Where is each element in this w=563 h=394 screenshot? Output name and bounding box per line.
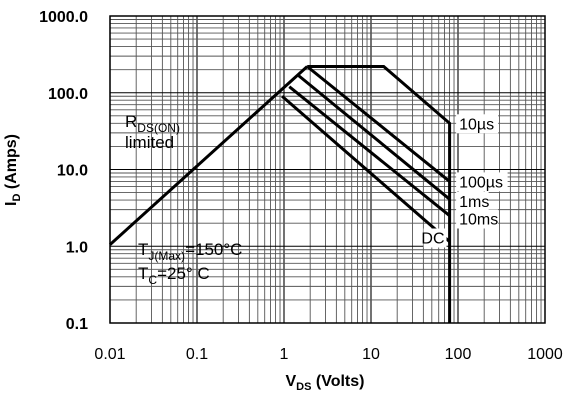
rds-limited-text: limited bbox=[125, 133, 174, 152]
series-line bbox=[288, 85, 451, 217]
curve-label-background bbox=[456, 114, 499, 134]
curve-label-background bbox=[423, 228, 447, 248]
x-tick-label: 1 bbox=[280, 346, 289, 363]
y-axis-title: ID (Amps) bbox=[3, 134, 23, 206]
rds-sub: DS(ON) bbox=[137, 121, 180, 135]
x-tick-label: 10 bbox=[362, 346, 380, 363]
tc-sub: C bbox=[148, 273, 157, 287]
y-tick-label: 100.0 bbox=[48, 86, 88, 103]
y-axis-title-rest: (Amps) bbox=[3, 134, 20, 194]
series-line bbox=[108, 65, 309, 246]
y-tick-label: 1000.0 bbox=[39, 9, 88, 26]
tj-annotation: TJ(Max)=150°C bbox=[138, 240, 242, 263]
curve-label: 10µs bbox=[459, 116, 494, 133]
curve-label: 100µs bbox=[459, 174, 503, 191]
series-lines bbox=[108, 65, 452, 323]
x-tick-label: 0.01 bbox=[94, 346, 125, 363]
plot-frame bbox=[109, 15, 546, 324]
curve-label-background bbox=[456, 172, 508, 192]
series-line bbox=[306, 65, 451, 183]
y-axis-title-sub: D bbox=[11, 194, 23, 202]
x-tick-label: 1000 bbox=[527, 346, 563, 363]
series-line bbox=[297, 73, 451, 201]
x-axis-title-sub: DS bbox=[296, 381, 311, 393]
tc-annotation: TC=25° C bbox=[138, 264, 210, 287]
series-line bbox=[281, 95, 451, 243]
y-tick-label: 10.0 bbox=[57, 163, 88, 180]
curve-label: DC bbox=[421, 231, 444, 248]
y-axis-title-main: I bbox=[3, 202, 20, 206]
curve-label-background bbox=[456, 209, 499, 229]
curve-label: 1ms bbox=[459, 194, 489, 211]
rds-main: R bbox=[125, 112, 137, 131]
x-axis-title-main: V bbox=[286, 373, 297, 390]
rds-on-annotation: RDS(ON) bbox=[125, 112, 180, 135]
tj-rest: =150°C bbox=[185, 240, 242, 259]
curve-label: 10ms bbox=[459, 211, 498, 228]
y-tick-label: 0.1 bbox=[66, 316, 88, 333]
x-axis-title: VDS (Volts) bbox=[286, 373, 365, 393]
series-line bbox=[307, 65, 452, 323]
x-tick-labels: 0.01 0.1 1 10 100 1000 bbox=[94, 346, 562, 363]
x-tick-label: 0.1 bbox=[186, 346, 208, 363]
y-tick-labels: 0.1 1.0 10.0 100.0 1000.0 bbox=[39, 9, 88, 333]
tj-sub: J(Max) bbox=[148, 249, 185, 263]
tj-main: T bbox=[138, 240, 148, 259]
tc-rest: =25° C bbox=[157, 264, 210, 283]
x-tick-label: 100 bbox=[445, 346, 472, 363]
curve-label-background bbox=[456, 191, 489, 211]
x-axis-title-rest: (Volts) bbox=[311, 373, 364, 390]
y-tick-label: 1.0 bbox=[66, 239, 88, 256]
tc-main: T bbox=[138, 264, 148, 283]
